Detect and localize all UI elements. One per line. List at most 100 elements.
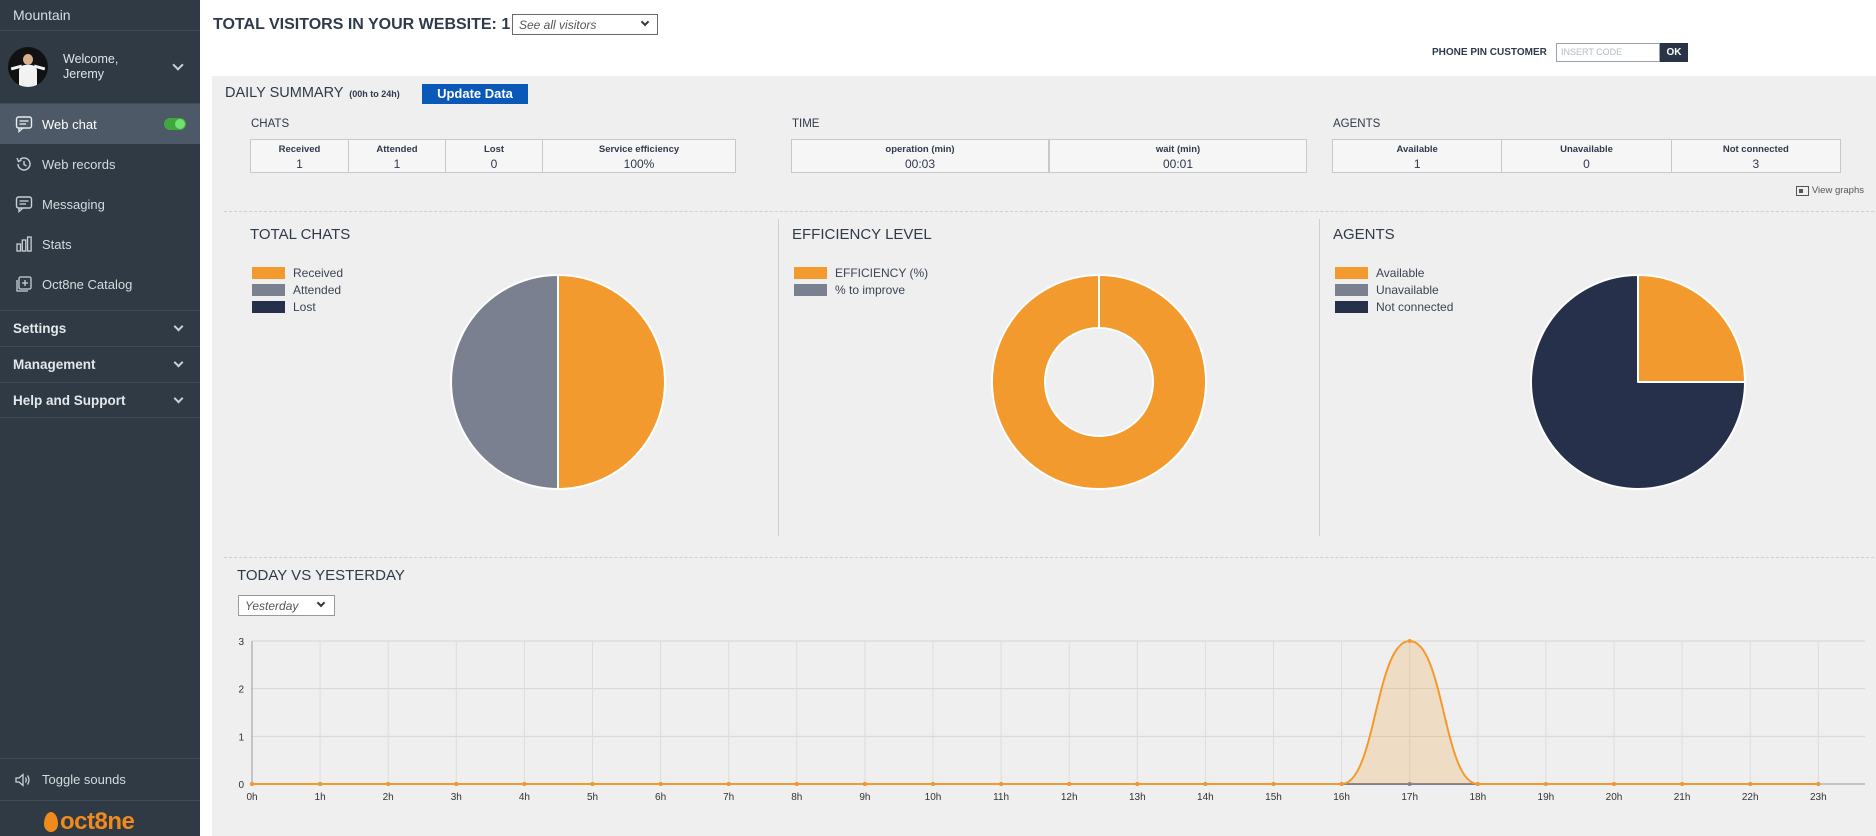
data-point[interactable] bbox=[1612, 782, 1616, 786]
comparison-day-select[interactable]: Yesterday bbox=[238, 595, 335, 616]
visitors-filter-select[interactable]: See all visitors bbox=[512, 14, 658, 35]
time-summary: TIME operation (min) 00:03 wait (min) 00:0… bbox=[791, 118, 1307, 173]
data-point[interactable] bbox=[1203, 782, 1208, 786]
legend-swatch bbox=[252, 300, 285, 313]
x-tick-label: 23h bbox=[1810, 792, 1827, 803]
daily-summary-title: DAILY SUMMARY (00h to 24h) bbox=[225, 85, 400, 101]
user-menu[interactable]: Welcome, Jeremy bbox=[0, 31, 200, 104]
x-tick-label: 15h bbox=[1265, 792, 1282, 803]
chart-legend: Available Unavailable Not connected bbox=[1335, 264, 1453, 315]
legend-label: % to improve bbox=[835, 282, 906, 297]
update-data-button[interactable]: Update Data bbox=[422, 84, 528, 104]
catalog-add-icon bbox=[16, 276, 32, 292]
sidebar-section-help[interactable]: Help and Support bbox=[0, 382, 200, 418]
data-point[interactable] bbox=[1407, 782, 1412, 786]
efficiency-level-chart: EFFICIENCY LEVEL EFFICIENCY (%) % to impr… bbox=[792, 224, 1312, 534]
data-point[interactable] bbox=[1680, 782, 1685, 786]
phone-pin-input[interactable]: INSERT CODE bbox=[1556, 43, 1660, 62]
pie-slice-available[interactable] bbox=[1637, 274, 1746, 383]
speaker-icon bbox=[15, 772, 30, 787]
divider bbox=[778, 219, 779, 536]
legend-swatch bbox=[1335, 283, 1368, 296]
data-point[interactable] bbox=[1816, 782, 1821, 786]
x-tick-label: 5h bbox=[587, 792, 598, 803]
toggle-sounds-button[interactable]: Toggle sounds bbox=[0, 758, 200, 800]
chevron-down-icon bbox=[173, 393, 184, 404]
legend-item[interactable]: Attended bbox=[252, 281, 343, 298]
chevron-down-icon bbox=[173, 321, 184, 332]
x-tick-label: 3h bbox=[451, 792, 462, 803]
legend-label: Not connected bbox=[1376, 299, 1454, 314]
chevron-down-icon bbox=[640, 17, 650, 27]
data-point[interactable] bbox=[658, 782, 663, 786]
legend-item[interactable]: % to improve bbox=[794, 281, 928, 298]
data-point[interactable] bbox=[862, 782, 867, 786]
data-point[interactable] bbox=[318, 782, 323, 786]
kpi-wait-time: wait (min) 00:01 bbox=[1155, 144, 1201, 171]
chevron-down-icon[interactable] bbox=[172, 59, 184, 71]
data-point[interactable] bbox=[1271, 782, 1276, 786]
x-tick-label: 16h bbox=[1333, 792, 1350, 803]
phone-pin-ok-button[interactable]: OK bbox=[1660, 43, 1688, 62]
pie-slice-not-connected[interactable] bbox=[1530, 274, 1746, 490]
legend-swatch bbox=[252, 283, 285, 296]
data-point[interactable] bbox=[1543, 782, 1548, 786]
legend-label: Available bbox=[1376, 265, 1425, 280]
data-point[interactable] bbox=[1067, 782, 1072, 786]
legend-item[interactable]: EFFICIENCY (%) bbox=[794, 264, 928, 281]
sidebar-item-messaging[interactable]: Messaging bbox=[0, 184, 200, 224]
view-graphs-link[interactable]: View graphs bbox=[1795, 185, 1864, 196]
legend-item[interactable]: Unavailable bbox=[1335, 281, 1453, 298]
data-point[interactable] bbox=[931, 782, 935, 786]
x-tick-label: 18h bbox=[1469, 792, 1486, 803]
data-point[interactable] bbox=[386, 782, 391, 786]
kpi-not-connected: Not connected 3 bbox=[1722, 144, 1789, 171]
legend-item[interactable]: Lost bbox=[252, 298, 343, 315]
data-point[interactable] bbox=[1407, 639, 1412, 643]
pie-slice-attended[interactable] bbox=[450, 274, 559, 490]
data-point[interactable] bbox=[726, 782, 731, 786]
sidebar: Mountain Welcome, Jeremy Web chat Web re… bbox=[0, 0, 200, 836]
legend-label: Attended bbox=[293, 282, 342, 297]
sidebar-section-management[interactable]: Management bbox=[0, 346, 200, 382]
sidebar-section-settings[interactable]: Settings bbox=[0, 310, 200, 346]
data-point[interactable] bbox=[1748, 782, 1753, 786]
sidebar-item-web-records[interactable]: Web records bbox=[0, 144, 200, 184]
data-point[interactable] bbox=[794, 782, 799, 786]
x-tick-label: 14h bbox=[1197, 792, 1214, 803]
data-point[interactable] bbox=[250, 782, 254, 786]
visitors-title: TOTAL VISITORS IN YOUR WEBSITE: 1 bbox=[213, 16, 511, 33]
data-point[interactable] bbox=[1475, 782, 1480, 786]
legend-label: Lost bbox=[293, 299, 316, 314]
kpi-attended: Attended 1 bbox=[349, 140, 446, 172]
legend-item[interactable]: Received bbox=[252, 264, 343, 281]
sidebar-item-label: Web chat bbox=[42, 116, 97, 132]
bar-chart-icon bbox=[16, 236, 32, 252]
sidebar-item-stats[interactable]: Stats bbox=[0, 224, 200, 264]
x-tick-label: 13h bbox=[1129, 792, 1146, 803]
pie-slice-received[interactable] bbox=[557, 274, 666, 490]
y-tick-label: 0 bbox=[238, 780, 244, 791]
legend-item[interactable]: Not connected bbox=[1335, 298, 1453, 315]
legend-item[interactable]: Available bbox=[1335, 264, 1453, 281]
x-tick-label: 8h bbox=[791, 792, 802, 803]
data-point[interactable] bbox=[1135, 782, 1140, 786]
sidebar-item-catalog[interactable]: Oct8ne Catalog bbox=[0, 264, 200, 304]
data-point[interactable] bbox=[590, 782, 595, 786]
today-vs-yesterday-title: TODAY VS YESTERDAY bbox=[237, 567, 405, 584]
kpi-operation-time: operation (min) 00:03 bbox=[792, 140, 1050, 172]
data-point[interactable] bbox=[1339, 782, 1344, 786]
x-tick-label: 1h bbox=[315, 792, 326, 803]
sidebar-item-web-chat[interactable]: Web chat bbox=[0, 104, 200, 144]
data-point[interactable] bbox=[522, 782, 527, 786]
pie-slice-efficiency[interactable] bbox=[991, 274, 1207, 490]
divider bbox=[224, 211, 1874, 212]
web-chat-toggle[interactable] bbox=[164, 118, 186, 130]
legend-label: Received bbox=[293, 265, 344, 280]
data-point[interactable] bbox=[454, 782, 459, 786]
data-point[interactable] bbox=[999, 782, 1004, 786]
x-tick-label: 20h bbox=[1606, 792, 1623, 803]
x-tick-label: 22h bbox=[1742, 792, 1759, 803]
x-tick-label: 11h bbox=[993, 792, 1009, 803]
x-tick-label: 2h bbox=[383, 792, 394, 803]
